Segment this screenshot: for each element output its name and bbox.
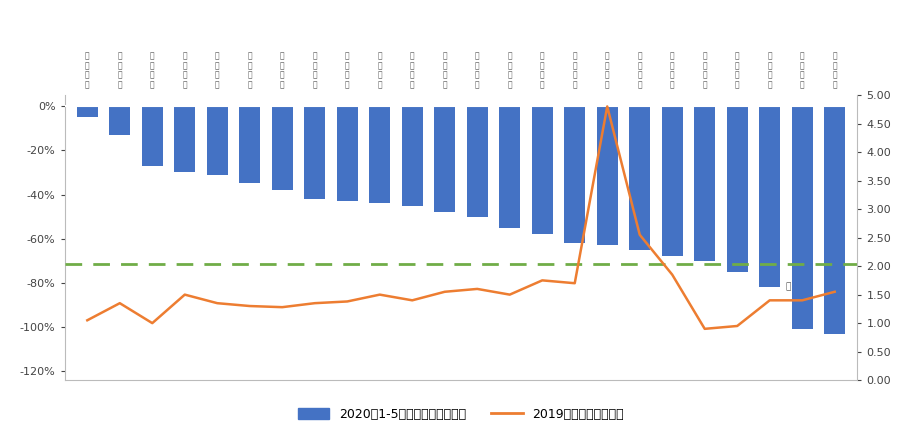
Text: 天
然
气
采: 天 然 气 采 bbox=[215, 51, 219, 89]
Bar bbox=[142, 106, 163, 166]
Bar bbox=[239, 106, 260, 184]
Text: 区
域
电
网: 区 域 电 网 bbox=[280, 51, 285, 89]
Bar bbox=[304, 106, 325, 199]
Bar bbox=[759, 106, 780, 287]
Bar bbox=[109, 106, 130, 135]
Bar bbox=[272, 106, 293, 190]
Bar bbox=[174, 106, 195, 172]
Text: 收
费
公
路: 收 费 公 路 bbox=[637, 51, 642, 89]
Text: 长
途
运
输: 长 途 运 输 bbox=[150, 51, 155, 89]
Text: 区
域
发
展: 区 域 发 展 bbox=[703, 51, 707, 89]
Text: 区
域
供
水: 区 域 供 水 bbox=[345, 51, 349, 89]
Bar bbox=[792, 106, 813, 329]
Bar bbox=[662, 106, 683, 256]
Text: 义
务
教
育: 义 务 教 育 bbox=[670, 51, 675, 89]
Bar bbox=[499, 106, 520, 228]
Bar bbox=[564, 106, 585, 243]
Bar bbox=[77, 106, 98, 117]
Text: 水
务
投
资: 水 务 投 资 bbox=[767, 51, 772, 89]
Text: 卜
等
企
业: 卜 等 企 业 bbox=[475, 51, 479, 89]
Bar bbox=[337, 106, 358, 201]
Bar bbox=[597, 106, 618, 245]
Text: 图: 图 bbox=[786, 283, 791, 292]
Text: 初
级
产
品: 初 级 产 品 bbox=[800, 51, 805, 89]
Bar bbox=[694, 106, 715, 261]
Text: 燃
气
销
售: 燃 气 销 售 bbox=[573, 51, 577, 89]
Bar bbox=[467, 106, 488, 216]
Text: 天
然
气
开: 天 然 气 开 bbox=[183, 51, 187, 89]
Text: 区
域
热
力: 区 域 热 力 bbox=[313, 51, 317, 89]
Text: 口
岸
贸
易: 口 岸 贸 易 bbox=[117, 51, 122, 89]
Text: 水
务
处
理: 水 务 处 理 bbox=[377, 51, 382, 89]
Bar bbox=[369, 106, 390, 203]
Bar bbox=[727, 106, 748, 272]
Text: 融
合
服
务: 融 合 服 务 bbox=[443, 51, 447, 89]
Text: 煤
炭
开
采: 煤 炭 开 采 bbox=[85, 51, 89, 89]
Bar bbox=[434, 106, 455, 212]
Bar bbox=[402, 106, 423, 206]
Text: 口
岸
物
流: 口 岸 物 流 bbox=[605, 51, 609, 89]
Bar bbox=[629, 106, 650, 250]
Text: 口
岸
经
济: 口 岸 经 济 bbox=[833, 51, 837, 89]
Text: 国
际
贸
易: 国 际 贸 易 bbox=[735, 51, 739, 89]
Bar bbox=[824, 106, 845, 334]
Bar bbox=[532, 106, 553, 234]
Text: 区
域
运
营: 区 域 运 营 bbox=[507, 51, 512, 89]
Text: 天
然
资
源: 天 然 资 源 bbox=[540, 51, 545, 89]
Bar bbox=[207, 106, 228, 175]
Legend: 2020年1-5月累计同比（左轴）, 2019年债务率（右轴）: 2020年1-5月累计同比（左轴）, 2019年债务率（右轴） bbox=[293, 403, 629, 426]
Text: 天
然
能
源: 天 然 能 源 bbox=[410, 51, 415, 89]
Text: 斗
争
相
关: 斗 争 相 关 bbox=[247, 51, 252, 89]
